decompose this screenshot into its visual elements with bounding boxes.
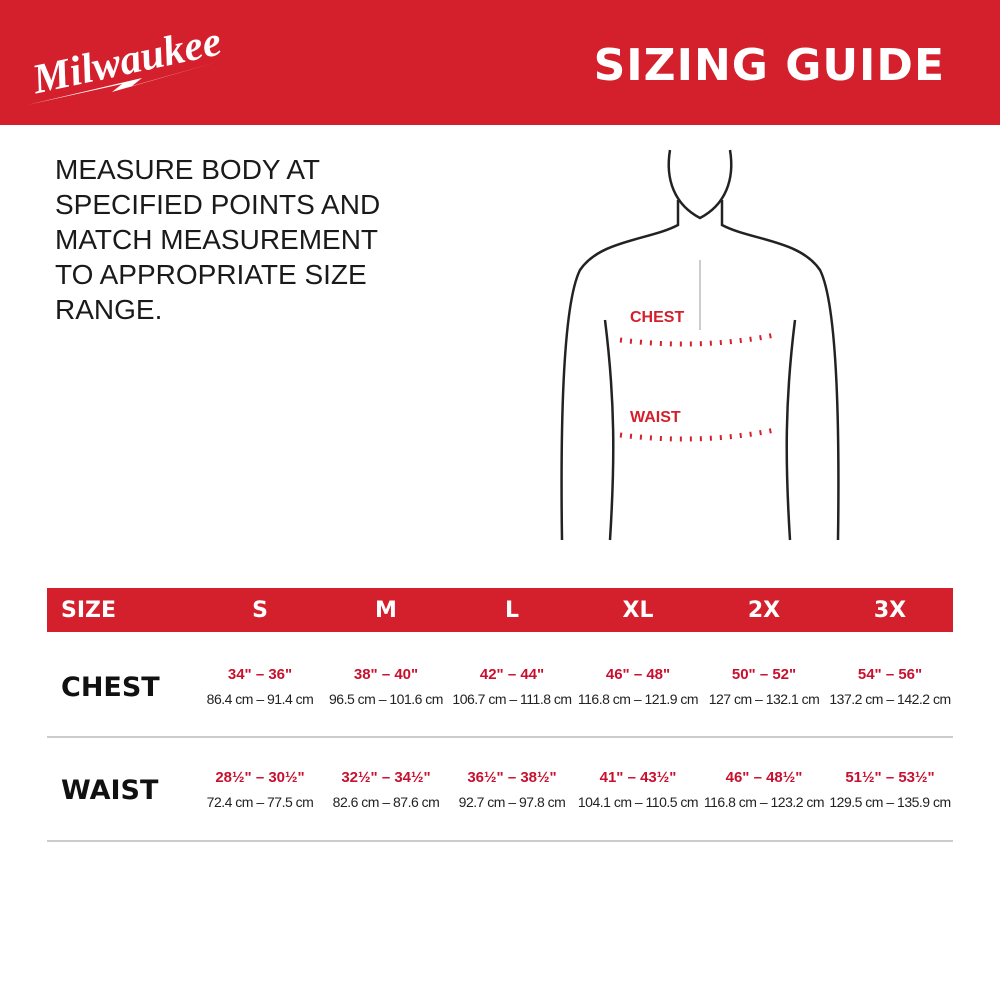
header-3x: 3X (873, 597, 907, 623)
table-header: SIZE S M L XL 2X 3X (47, 588, 953, 632)
table-row-waist: WAIST 28½" – 30½" 72.4 cm – 77.5 cm 32½" … (47, 740, 953, 842)
header-xl: XL (622, 597, 654, 623)
svg-text:Milwaukee: Milwaukee (28, 20, 222, 103)
table-cell: 42" – 44" 106.7 cm – 111.8 cm (452, 665, 572, 707)
header-2x: 2X (747, 597, 781, 623)
table-cell: 28½" – 30½" 72.4 cm – 77.5 cm (206, 768, 314, 810)
table-cell: 34" – 36" 86.4 cm – 91.4 cm (206, 665, 314, 707)
header-l: L (504, 597, 520, 623)
table-cell: 50" – 52" 127 cm – 132.1 cm (708, 665, 820, 707)
body-measurement-figure: CHEST WAIST (560, 149, 840, 541)
table-cell: 51½" – 53½" 129.5 cm – 135.9 cm (829, 768, 951, 810)
chest-label: CHEST (630, 309, 684, 326)
table-cell: 41" – 43½" 104.1 cm – 110.5 cm (577, 768, 699, 810)
header-banner: Milwaukee SIZING GUIDE (0, 0, 1000, 125)
row-label: WAIST (61, 774, 159, 806)
table-cell: 46" – 48½" 116.8 cm – 123.2 cm (703, 768, 825, 810)
row-label: CHEST (61, 671, 160, 703)
waist-label: WAIST (630, 409, 681, 426)
header-size: SIZE (61, 597, 117, 623)
header-m: M (375, 597, 397, 623)
table-cell: 36½" – 38½" 92.7 cm – 97.8 cm (458, 768, 566, 810)
table-cell: 46" – 48" 116.8 cm – 121.9 cm (577, 665, 699, 707)
table-cell: 32½" – 34½" 82.6 cm – 87.6 cm (332, 768, 440, 810)
header-s: S (252, 597, 268, 623)
milwaukee-logo: Milwaukee (27, 20, 222, 105)
table-cell: 38" – 40" 96.5 cm – 101.6 cm (329, 665, 443, 707)
table-cell: 54" – 56" 137.2 cm – 142.2 cm (829, 665, 951, 707)
page-title: SIZING GUIDE (593, 40, 945, 91)
instructions: MEASURE BODY AT SPECIFIED POINTS AND MAT… (55, 154, 381, 325)
table-row-chest: CHEST 34" – 36" 86.4 cm – 91.4 cm 38" – 4… (47, 638, 953, 738)
